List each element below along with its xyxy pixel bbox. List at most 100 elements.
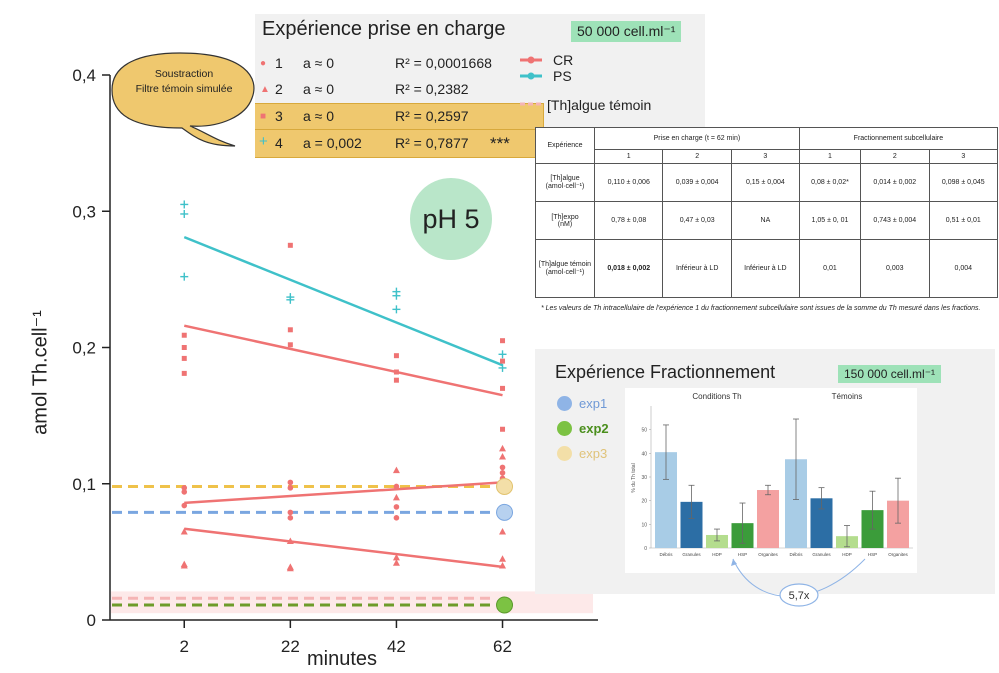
table-col-num: 3 xyxy=(928,149,999,164)
frac-bar xyxy=(810,498,833,548)
callout-bubble-shape xyxy=(111,52,255,147)
data-table-panel: Expérience Prise en charge (t = 62 min) … xyxy=(535,127,999,319)
frac-y-axis-label: % du Th total xyxy=(631,463,637,492)
data-point-triangle xyxy=(392,553,400,561)
frac-bar xyxy=(757,490,779,548)
data-point-square xyxy=(393,353,399,359)
data-point-triangle xyxy=(392,559,400,566)
table-cell: 0,51 ± 0,01 xyxy=(928,201,999,240)
data-point-circle xyxy=(181,485,188,491)
data-point-triangle xyxy=(392,466,400,474)
data-point-circle xyxy=(181,502,188,509)
cross-marker-icon: + xyxy=(259,133,268,150)
table-cell: 0,78 ± 0,08 xyxy=(593,201,664,240)
table-cell: 0,08 ± 0,02* xyxy=(798,163,862,202)
frac-category-label: Organites xyxy=(758,552,778,557)
fractionnement-title: Expérience Fractionnement xyxy=(555,362,776,382)
ph-badge: pH 5 xyxy=(410,178,492,260)
legend-row-num: 1 xyxy=(275,55,283,71)
legend-ps-label: PS xyxy=(553,68,572,84)
table-cell: 0,098 ± 0,045 xyxy=(928,163,999,202)
legend-temoin-label: [Th]algue témoin xyxy=(547,97,652,113)
table-cell: 0,018 ± 0,002 xyxy=(593,239,664,298)
legend-cr-label: CR xyxy=(553,52,574,68)
data-point-square xyxy=(181,345,187,350)
legend-row-slope: a ≈ 0 xyxy=(303,81,335,97)
table-row-label: [Th]algue témoin (amol·cell⁻¹) xyxy=(535,239,595,298)
table-row: [Th]algue témoin (amol·cell⁻¹) 0,018 ± 0,… xyxy=(535,239,999,298)
legend-row-slope: a ≈ 0 xyxy=(303,108,335,124)
data-point-triangle xyxy=(499,444,507,452)
y-tick-label: 0,2 xyxy=(72,339,96,358)
legend-title: Expérience prise en charge xyxy=(262,18,506,40)
callout-line1: Soustraction xyxy=(154,68,214,80)
table-cell: 0,743 ± 0,004 xyxy=(860,201,930,240)
x-tick-label: 42 xyxy=(387,637,406,656)
table-row: [Th]expo (nM) 0,78 ± 0,08 0,47 ± 0,03 NA … xyxy=(535,201,999,240)
legend-series-swatches xyxy=(520,56,542,106)
exp2-swatch-icon xyxy=(557,421,572,436)
frac-category-label: HSP xyxy=(738,552,747,557)
data-point-triangle xyxy=(499,453,507,460)
x-tick-label: 62 xyxy=(493,637,512,656)
data-point-circle xyxy=(499,470,506,476)
table-col-num: 1 xyxy=(593,149,664,164)
legend-label: exp1 xyxy=(579,396,608,411)
frac-bar xyxy=(706,534,728,548)
data-point-triangle xyxy=(392,493,400,501)
table-col-num: 1 xyxy=(798,149,862,164)
table-header-experience: Expérience xyxy=(535,127,595,164)
legend-item-exp3: exp3 xyxy=(557,444,637,469)
table-cell: 0,004 xyxy=(928,239,999,298)
legend-row-stars: *** xyxy=(490,134,510,153)
frac-bar xyxy=(680,501,703,548)
y-axis-label: amol Th.cell⁻¹ xyxy=(29,310,52,435)
data-point-circle xyxy=(287,515,294,521)
table-cell: 0,01 xyxy=(798,239,862,298)
legend-item-exp1: exp1 xyxy=(557,394,637,419)
frac-y-tick-label: 0 xyxy=(644,546,647,552)
callout-text: Soustraction Filtre témoin simulée xyxy=(115,67,253,97)
table-cell: 0,003 xyxy=(860,239,930,298)
data-point-square xyxy=(500,338,506,344)
data-point-cross xyxy=(498,363,507,372)
fractionnement-concentration: 150 000 cell.ml⁻¹ xyxy=(838,365,942,383)
table-cell: 0,110 ± 0,006 xyxy=(593,163,664,202)
frac-category-label: Granules xyxy=(682,552,701,557)
data-point-cross xyxy=(498,350,507,359)
table-cell: NA xyxy=(730,201,800,240)
table-col-num: 2 xyxy=(860,149,930,164)
data-point-cross xyxy=(180,200,189,209)
frac-group-title: Conditions Th xyxy=(692,392,741,401)
legend-highlight-4 xyxy=(255,129,544,158)
table-cell: 0,039 ± 0,004 xyxy=(662,163,732,202)
fractionnement-chart: 0 10 20 30 40 50 % du Th total Conditions Th Déb… xyxy=(625,388,917,607)
data-point-square xyxy=(500,426,506,432)
fit-line xyxy=(183,324,503,397)
data-point-cross xyxy=(392,291,401,300)
y-tick-label: 0,4 xyxy=(72,66,96,85)
data-point-cross xyxy=(180,209,189,218)
fit-line xyxy=(183,235,503,367)
table-row-label: [Th]expo (nM) xyxy=(535,201,595,240)
legend-row-r2: R² = 0,2382 xyxy=(395,81,469,97)
frac-y-tick-label: 20 xyxy=(641,499,647,505)
exp3-swatch-icon xyxy=(557,446,572,461)
table-header-group1: Prise en charge (t = 62 min) xyxy=(594,127,800,150)
frac-category-label: HDP xyxy=(712,552,722,557)
y-tick-label: 0,1 xyxy=(72,475,96,494)
legend-label: exp3 xyxy=(579,446,608,461)
frac-y-tick-label: 30 xyxy=(641,475,647,481)
table-cell: 1,05 ± 0, 01 xyxy=(798,201,862,240)
legend-row-r2: R² = 0,7877 xyxy=(395,135,469,151)
x-tick-label: 2 xyxy=(180,637,189,656)
ph-label: pH 5 xyxy=(422,203,480,234)
legend-concentration: 50 000 cell.ml⁻¹ xyxy=(571,21,682,42)
table-col-num: 3 xyxy=(730,149,800,164)
data-point-triangle xyxy=(499,562,507,569)
legend-highlight-3 xyxy=(255,103,544,130)
y-tick-label: 0,3 xyxy=(72,202,96,221)
table-cell: Inférieur à LD xyxy=(662,239,732,298)
legend-label: exp2 xyxy=(579,421,609,436)
data-point-square xyxy=(287,327,293,333)
